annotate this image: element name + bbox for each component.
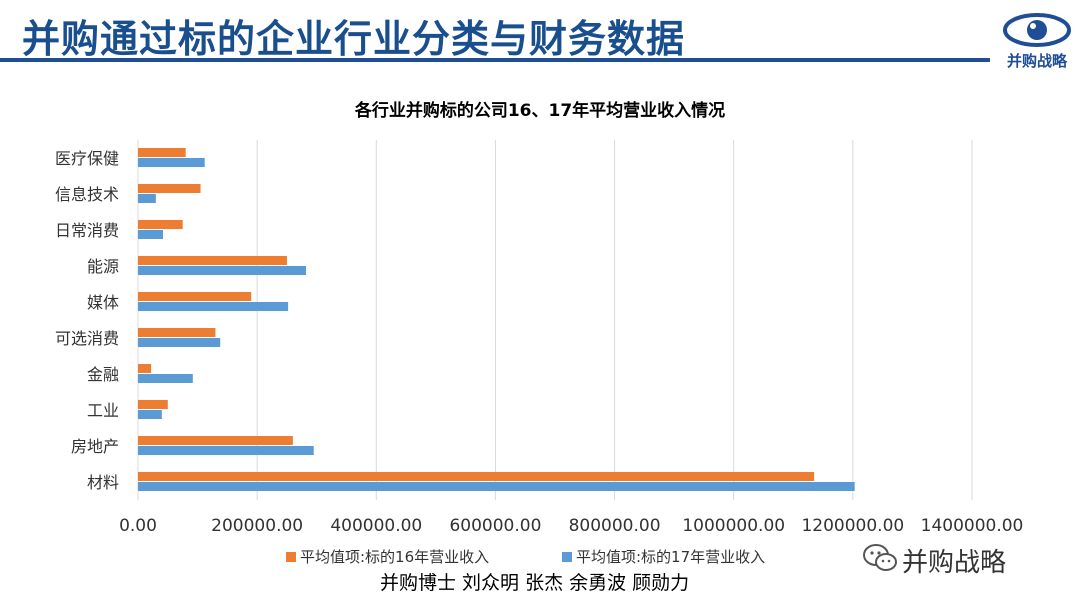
bar-2016 bbox=[138, 148, 186, 157]
bar-2017 bbox=[138, 302, 289, 311]
category-label: 医疗保健 bbox=[55, 149, 119, 168]
bar-2017 bbox=[138, 374, 193, 383]
x-tick-label: 1200000.00 bbox=[801, 516, 904, 536]
legend-label: 平均值项:标的16年营业收入 bbox=[300, 548, 489, 566]
bar-2017 bbox=[138, 158, 205, 167]
bar-2016 bbox=[138, 364, 152, 373]
bar-2016 bbox=[138, 256, 287, 265]
category-label: 日常消费 bbox=[55, 221, 119, 240]
category-label: 信息技术 bbox=[55, 185, 119, 204]
bar-2017 bbox=[138, 230, 164, 239]
category-label: 房地产 bbox=[71, 437, 119, 456]
legend-swatch bbox=[562, 552, 572, 562]
bar-2017 bbox=[138, 446, 314, 455]
x-tick-label: 1400000.00 bbox=[921, 516, 1024, 536]
logo-text: 并购战略 bbox=[1006, 52, 1067, 70]
bar-2017 bbox=[138, 338, 221, 347]
title-divider bbox=[0, 58, 990, 62]
x-tick-label: 0.00 bbox=[119, 516, 157, 536]
x-tick-label: 600000.00 bbox=[449, 516, 541, 536]
x-tick-label: 200000.00 bbox=[211, 516, 303, 536]
category-label: 可选消费 bbox=[55, 329, 119, 348]
category-label: 工业 bbox=[87, 401, 119, 420]
page-title: 并购通过标的企业行业分类与财务数据 bbox=[22, 17, 686, 61]
bar-2016 bbox=[138, 436, 293, 445]
bar-2017 bbox=[138, 482, 855, 491]
credits-text: 并购博士 刘众明 张杰 余勇波 顾勋力 bbox=[380, 572, 690, 594]
bar-2017 bbox=[138, 266, 306, 275]
x-tick-label: 1000000.00 bbox=[682, 516, 785, 536]
category-label: 材料 bbox=[87, 473, 119, 492]
bar-2016 bbox=[138, 292, 252, 301]
category-label: 金融 bbox=[87, 365, 119, 384]
chart-title: 各行业并购标的公司16、17年平均营业收入情况 bbox=[354, 100, 725, 121]
bar-2016 bbox=[138, 400, 168, 409]
x-tick-label: 400000.00 bbox=[330, 516, 422, 536]
category-label: 媒体 bbox=[87, 293, 119, 312]
bar-2017 bbox=[138, 410, 162, 419]
bar-2016 bbox=[138, 472, 815, 481]
legend-label: 平均值项:标的17年营业收入 bbox=[576, 548, 765, 566]
bar-2016 bbox=[138, 328, 216, 337]
wechat-icon bbox=[863, 544, 897, 571]
bar-2016 bbox=[138, 184, 201, 193]
bar-2016 bbox=[138, 220, 183, 229]
category-label: 能源 bbox=[87, 257, 119, 276]
legend-swatch bbox=[286, 552, 296, 562]
x-tick-label: 800000.00 bbox=[569, 516, 661, 536]
watermark-text: 并购战略 bbox=[902, 548, 1007, 578]
eye-logo-icon bbox=[1003, 13, 1071, 47]
bar-2017 bbox=[138, 194, 156, 203]
